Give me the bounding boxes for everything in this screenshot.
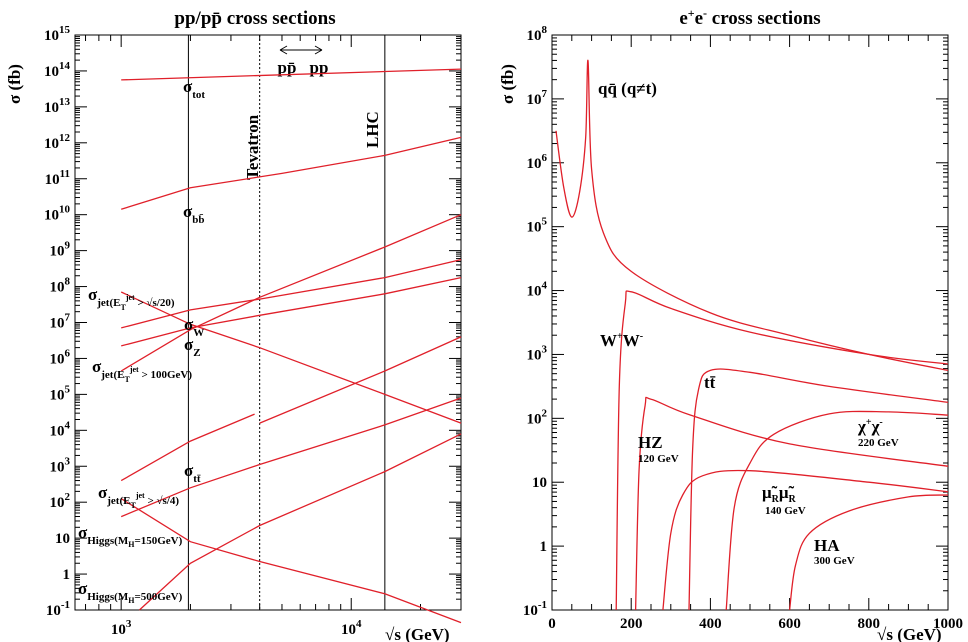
right-x-tick-labels: 0 200 400 600 800 1000 xyxy=(548,616,963,632)
tevatron-label: Tevatron xyxy=(243,114,262,180)
right-series-lines xyxy=(555,59,949,611)
right-series-line xyxy=(662,469,949,611)
right-x-tick-label: 200 xyxy=(620,616,643,632)
ha-mass-label: 300 GeV xyxy=(814,555,855,567)
left-series-line xyxy=(121,68,462,81)
left-y-tick-label: 1010 xyxy=(44,204,71,224)
right-series-line xyxy=(725,410,949,611)
left-plot-frame xyxy=(74,34,462,611)
right-x-tick-label: 0 xyxy=(548,616,556,632)
right-series-line xyxy=(788,494,949,611)
right-y-tick-label: 102 xyxy=(527,407,548,427)
right-series-line xyxy=(615,290,949,611)
left-y-axis-title: σ (fb) xyxy=(5,64,24,104)
sigma-z-label: σZ xyxy=(184,335,201,359)
ww-label: W+W- xyxy=(600,331,643,350)
left-series-line xyxy=(120,214,462,372)
sigma-jet-100gev-label: σjet(ETjet > 100GeV) xyxy=(92,357,192,384)
ppbar-pp-indicator: pp̄ pp xyxy=(278,45,329,77)
right-y-tick-label: 10 xyxy=(532,475,547,491)
left-series-line xyxy=(120,291,462,424)
qqbar-label: qq̄ (q≠t) xyxy=(598,79,657,98)
right-plot-frame xyxy=(551,34,949,611)
right-series-line xyxy=(555,59,949,372)
right-y-tick-label: 107 xyxy=(527,88,548,108)
right-y-tick-label: 103 xyxy=(527,343,548,363)
right-series-line xyxy=(634,396,949,611)
sigma-higgs-150-label: σHiggs(MH=150GeV) xyxy=(78,523,183,549)
left-x-axis-title: √s (GeV) xyxy=(385,625,450,642)
right-chart-title: e+e- cross sections xyxy=(679,6,820,29)
hz-mass-label: 120 GeV xyxy=(638,453,679,465)
right-y-tick-label: 106 xyxy=(527,152,548,172)
smuon-mass-label: 140 GeV xyxy=(765,505,806,517)
left-y-tick-label: 104 xyxy=(50,419,71,439)
left-y-tick-label: 103 xyxy=(50,455,71,475)
lhc-label: LHC xyxy=(363,111,382,148)
hz-label: HZ xyxy=(638,433,663,452)
right-series-line xyxy=(688,368,949,611)
left-y-tick-label: 1013 xyxy=(44,96,71,116)
left-chart-title: pp/pp̄ cross sections xyxy=(174,8,335,29)
left-y-tick-label: 102 xyxy=(50,491,71,511)
right-x-tick-label: 1000 xyxy=(933,616,963,632)
sigma-w-label: σW xyxy=(184,315,204,339)
right-y-tick-label: 104 xyxy=(527,280,548,300)
left-y-tick-label: 1012 xyxy=(44,132,71,152)
right-y-tick-label: 10-1 xyxy=(523,599,547,619)
left-x-tick-label: 104 xyxy=(341,618,362,638)
right-y-axis-title: σ (fb) xyxy=(498,64,517,104)
left-series-lines xyxy=(120,68,462,624)
right-x-tick-label: 600 xyxy=(778,616,801,632)
chargino-mass-label: 220 GeV xyxy=(858,437,899,449)
sigma-higgs-500-label: σHiggs(MH=500GeV) xyxy=(78,579,183,605)
right-y-tick-labels: 10-1 1 10 102 103 104 105 106 107 108 xyxy=(523,24,548,619)
left-y-tick-label: 1014 xyxy=(44,60,71,80)
left-series-line xyxy=(120,498,462,624)
left-y-tick-label: 1015 xyxy=(44,24,71,44)
sigma-tot-label: σtot xyxy=(183,77,205,101)
sigma-tt-label: σtt̄ xyxy=(184,461,201,485)
right-y-tick-label: 108 xyxy=(527,24,548,44)
left-y-tick-label: 108 xyxy=(50,276,71,296)
left-axis-ticks xyxy=(75,34,462,611)
right-y-tick-label: 105 xyxy=(527,216,548,236)
left-series-line xyxy=(121,258,462,329)
left-series-line xyxy=(121,276,462,347)
left-series-line xyxy=(120,336,462,482)
left-y-tick-label: 1011 xyxy=(45,168,70,188)
chargino-label: χ+χ- xyxy=(857,417,883,436)
sigma-jet-s4-label: σjet(ETjet > √s/4) xyxy=(98,483,179,510)
right-y-tick-label: 1 xyxy=(540,539,548,555)
left-y-tick-label: 109 xyxy=(50,240,71,260)
left-y-tick-label: 107 xyxy=(50,312,71,332)
sigma-bb-label: σbb̄ xyxy=(183,202,205,226)
pp-label: pp xyxy=(310,58,329,77)
right-x-tick-label: 400 xyxy=(699,616,722,632)
left-series-line xyxy=(120,397,462,518)
left-y-tick-label: 106 xyxy=(50,347,71,367)
right-axis-ticks xyxy=(551,34,949,611)
left-x-tick-label: 103 xyxy=(111,618,132,638)
ppbar-label: pp̄ xyxy=(278,58,297,77)
left-y-tick-label: 105 xyxy=(50,383,71,403)
smuon-label: μ̃Rμ̃R xyxy=(762,483,797,505)
right-x-tick-label: 800 xyxy=(858,616,881,632)
right-x-axis-title: √s (GeV) xyxy=(877,625,942,642)
ttbar-label: tt̄ xyxy=(704,373,716,392)
sigma-jet-s20-label: σjet(ETjet > √s/20) xyxy=(88,285,175,312)
ha-label: HA xyxy=(814,536,840,555)
left-series-line xyxy=(138,433,462,611)
left-y-tick-labels: 10-1 1 10 102 103 104 105 106 107 108 109 1010 1011 1… xyxy=(44,24,71,619)
left-y-tick-label: 1 xyxy=(63,567,71,583)
collider-energy-lines xyxy=(187,35,386,610)
left-x-tick-labels: 103 104 xyxy=(111,618,362,638)
left-y-tick-label: 10-1 xyxy=(46,599,70,619)
left-series-line xyxy=(121,136,462,210)
left-y-tick-label: 10 xyxy=(55,531,70,547)
